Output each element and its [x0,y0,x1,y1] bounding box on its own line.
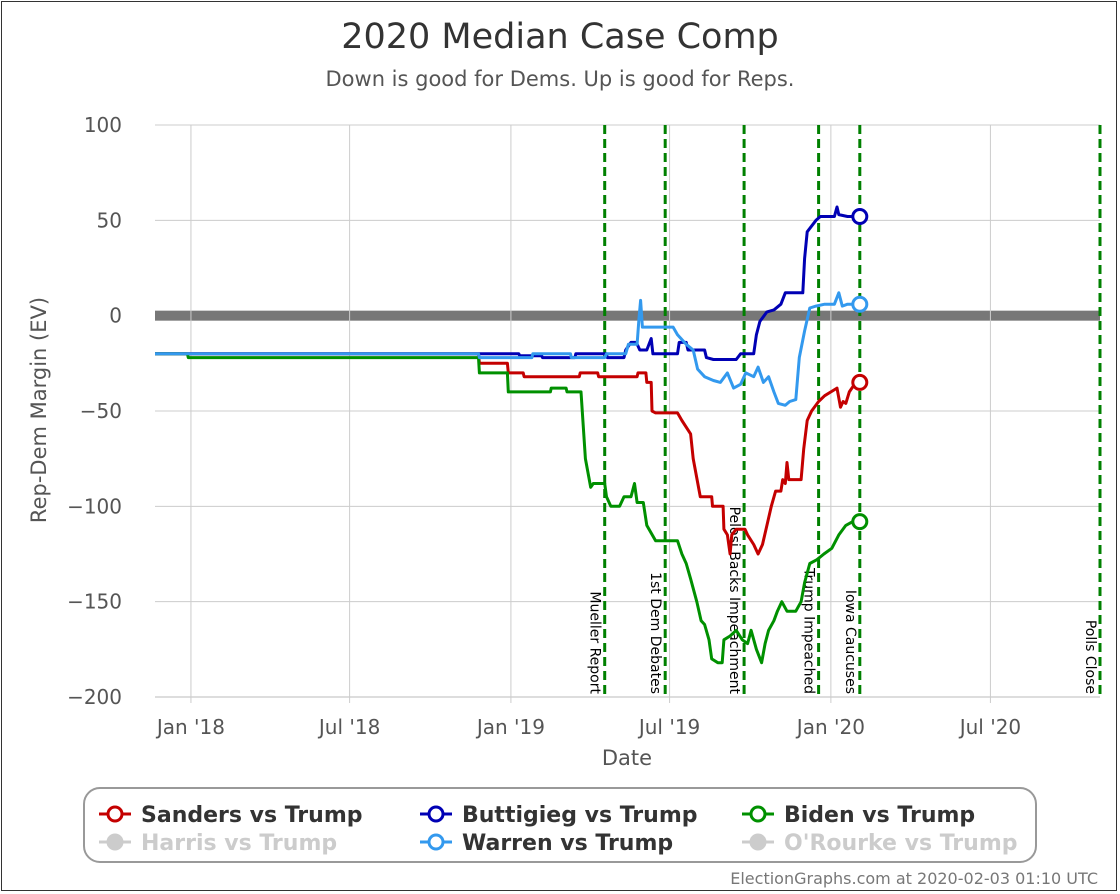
series-line-warren-vs-trump [155,291,860,407]
legend-label: O'Rourke vs Trump [784,831,1018,856]
legend: Sanders vs Trump Buttigieg vs Trump Biden … [99,803,1018,856]
end-marker-warren-vs-trump [851,295,869,313]
x-tick-label: Jul '19 [637,715,700,739]
y-axis-ticks: 100 50 0 −50 −100 −150 −200 [67,113,122,709]
legend-swatch-marker [427,833,445,851]
legend-item-biden-vs-trump[interactable]: Biden vs Trump [742,803,975,828]
y-axis-label: Rep-Dem Margin (EV) [27,297,51,523]
event-label-polls-close: Polls Close [1082,620,1098,694]
series-line-biden-vs-trump [155,352,860,665]
y-tick-label: −150 [67,590,122,614]
chart-title: 2020 Median Case Comp [341,17,779,57]
series-end-markers [851,208,869,531]
event-label-trump-impeached: Trump Impeached [801,567,817,694]
x-tick-label: Jul '18 [317,715,380,739]
legend-label: Biden vs Trump [784,803,975,828]
x-tick-label: Jan '20 [795,715,865,739]
y-tick-label: −50 [80,399,122,423]
legend-swatch-marker [749,833,767,851]
legend-item-sanders-vs-trump[interactable]: Sanders vs Trump [99,803,363,828]
series-line-buttigieg-vs-trump [155,205,860,361]
y-tick-label: −100 [67,494,122,518]
x-tick-label: Jan '19 [475,715,545,739]
x-axis-ticks: Jan '18 Jul '18 Jan '19 Jul '19 Jan '20 Jul '… [155,697,1021,739]
legend-item-o-rourke-vs-trump[interactable]: O'Rourke vs Trump [742,831,1018,856]
x-tick-label: Jan '18 [155,715,225,739]
legend-swatch-marker [106,805,124,823]
end-marker-buttigieg-vs-trump [851,208,869,226]
legend-item-buttigieg-vs-trump[interactable]: Buttigieg vs Trump [420,803,698,828]
y-tick-label: 0 [109,304,122,328]
legend-box [83,787,1037,863]
legend-item-warren-vs-trump[interactable]: Warren vs Trump [420,831,673,856]
series-lines [155,205,861,665]
legend-label: Sanders vs Trump [141,803,363,828]
legend-swatch-marker [106,833,124,851]
event-label-iowa-caucuses: Iowa Caucuses [842,590,858,694]
legend-label: Warren vs Trump [462,831,673,856]
grid [155,124,1100,698]
x-axis-label: Date [602,746,652,770]
event-label-1st-dem-debates: 1st Dem Debates [647,572,663,694]
legend-label: Buttigieg vs Trump [462,803,698,828]
footer-credit: ElectionGraphs.com at 2020-02-03 01:10 U… [730,869,1098,888]
legend-swatch-marker [749,805,767,823]
end-marker-sanders-vs-trump [851,373,869,391]
y-tick-label: −200 [67,685,122,709]
event-label-mueller-report: Mueller Report [587,591,603,694]
zero-line [155,310,1100,321]
legend-swatch-marker [427,805,445,823]
y-tick-label: 100 [84,113,122,137]
series-line-sanders-vs-trump [155,352,861,556]
end-marker-biden-vs-trump [851,513,869,531]
x-tick-label: Jul '20 [958,715,1021,739]
chart-subtitle: Down is good for Dems. Up is good for Re… [326,67,795,91]
legend-label: Harris vs Trump [141,831,337,856]
y-tick-label: 50 [97,208,122,232]
legend-item-harris-vs-trump[interactable]: Harris vs Trump [99,831,337,856]
